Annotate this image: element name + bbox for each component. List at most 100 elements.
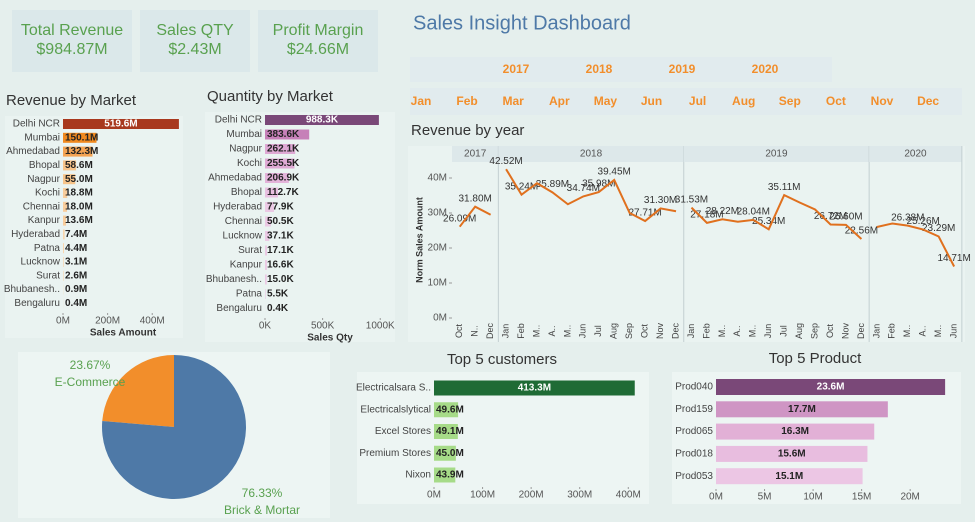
bar: [265, 173, 289, 183]
x-tick-label: Jul: [593, 325, 603, 337]
value-label: 0.4M: [65, 298, 87, 309]
data-label: 34.74M: [567, 183, 600, 194]
category-label: Excel Stores: [375, 426, 431, 437]
month-option[interactable]: May: [594, 94, 618, 108]
month-option[interactable]: Apr: [549, 94, 570, 108]
category-label: Prod018: [675, 449, 713, 460]
kpi-label: Sales QTY: [156, 22, 234, 39]
x-axis-label: Sales Qty: [307, 333, 353, 344]
x-tick-label: 0M: [56, 316, 70, 327]
data-label: 42.52M: [489, 156, 522, 167]
x-tick-label: Jun: [763, 324, 773, 339]
bar: [434, 380, 635, 396]
month-option[interactable]: Mar: [503, 94, 525, 108]
x-tick-label: A..: [547, 325, 557, 336]
x-tick-label: Dec: [485, 323, 495, 340]
x-tick-label: 400M: [140, 316, 165, 327]
value-label: 13.6M: [65, 215, 93, 226]
month-option[interactable]: Jul: [689, 94, 706, 108]
month-filter[interactable]: [410, 88, 962, 115]
month-option[interactable]: Oct: [826, 94, 846, 108]
pie-slice: [102, 355, 174, 427]
bar: [265, 158, 295, 169]
bar: [265, 115, 379, 125]
y-tick-label: 20M: [428, 243, 447, 254]
month-option[interactable]: Nov: [871, 94, 894, 108]
data-label: 31.53M: [675, 194, 708, 205]
month-option[interactable]: Aug: [732, 94, 755, 108]
category-label: Chennai: [225, 216, 262, 227]
bar: [63, 174, 76, 185]
category-label: Premium Stores: [359, 448, 431, 459]
line: [690, 193, 863, 240]
value-label: 50.5K: [267, 216, 294, 227]
month-option[interactable]: Dec: [917, 94, 939, 108]
data-label: 31.30M: [644, 195, 677, 206]
category-label: Electricalsara S..: [356, 383, 431, 394]
category-label: Ahmedabad: [208, 173, 262, 184]
y-axis-label: Norm Sales Amount: [414, 197, 424, 283]
category-label: Surat: [238, 245, 262, 256]
x-tick-label: Jul: [779, 325, 789, 337]
bar: [63, 257, 64, 267]
value-label: 5.5K: [267, 289, 289, 300]
data-label: 25.26M: [907, 216, 940, 227]
x-tick-label: 1000K: [366, 321, 395, 332]
value-label: 18.0M: [65, 201, 93, 212]
kpi-label: Profit Margin: [273, 22, 364, 39]
category-label: Surat: [36, 270, 60, 281]
year-option[interactable]: 2017: [503, 62, 530, 76]
bar: [265, 187, 278, 198]
x-tick-label: Feb: [887, 323, 897, 339]
bar: [716, 423, 875, 440]
category-label: Bhopal: [29, 160, 60, 171]
value-label: 55.0M: [65, 174, 93, 185]
bar: [265, 202, 274, 212]
category-label: Delhi NCR: [13, 119, 60, 130]
x-tick-label: 5M: [758, 492, 772, 503]
month-option[interactable]: Sep: [779, 94, 801, 108]
month-option[interactable]: Jan: [411, 94, 432, 108]
value-label: 262.1K: [267, 144, 300, 155]
kpi-value: $24.66M: [287, 41, 349, 58]
line: [458, 205, 492, 228]
bar: [63, 132, 97, 143]
value-label: 15.0K: [267, 274, 294, 285]
kpi-value: $2.43M: [168, 41, 221, 58]
category-label: Kanpur: [28, 215, 61, 226]
value-label: 0.9M: [65, 284, 87, 295]
data-label: 27.71M: [628, 208, 661, 219]
x-tick-label: M..: [562, 325, 572, 338]
year-option[interactable]: 2018: [586, 62, 613, 76]
category-label: Nixon: [405, 470, 431, 481]
x-tick-label: 0M: [427, 490, 441, 501]
line: [876, 222, 956, 267]
value-label: 17.7M: [788, 404, 816, 415]
category-label: Kochi: [237, 158, 262, 169]
bar: [63, 188, 68, 198]
year-option[interactable]: 2019: [669, 62, 696, 76]
x-tick-label: Jan: [500, 324, 510, 339]
category-label: Patna: [236, 289, 263, 300]
value-label: 45.0M: [436, 448, 464, 459]
category-label: Lucknow: [21, 257, 61, 268]
y-tick-label: 30M: [428, 208, 447, 219]
value-label: 15.1M: [775, 471, 803, 482]
x-tick-label: 0M: [709, 492, 723, 503]
category-label: Lucknow: [223, 231, 263, 242]
category-label: Kanpur: [230, 260, 263, 271]
category-label: Prod159: [675, 404, 713, 415]
year-option[interactable]: 2020: [752, 62, 779, 76]
category-label: Electricalslytical: [360, 404, 431, 415]
chart-title: Quantity by Market: [207, 88, 334, 105]
x-axis-label: Sales Amount: [90, 328, 157, 339]
year-filter[interactable]: [410, 57, 832, 82]
month-option[interactable]: Feb: [456, 94, 477, 108]
data-label: 27.18M: [690, 210, 723, 221]
month-option[interactable]: Jun: [641, 94, 662, 108]
bar: [716, 379, 946, 395]
data-label: 28.22M: [706, 206, 739, 217]
x-tick-label: A..: [918, 325, 928, 336]
y-tick-label: 40M: [428, 173, 447, 184]
panel-header: [452, 146, 499, 162]
